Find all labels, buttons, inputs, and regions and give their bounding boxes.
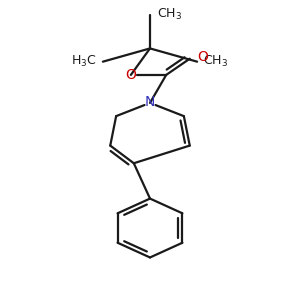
Text: N: N — [145, 95, 155, 109]
Text: CH$_3$: CH$_3$ — [158, 7, 182, 22]
Text: CH$_3$: CH$_3$ — [203, 54, 228, 69]
Text: O: O — [125, 68, 136, 82]
Text: O: O — [197, 50, 208, 64]
Text: H$_3$C: H$_3$C — [71, 54, 97, 69]
